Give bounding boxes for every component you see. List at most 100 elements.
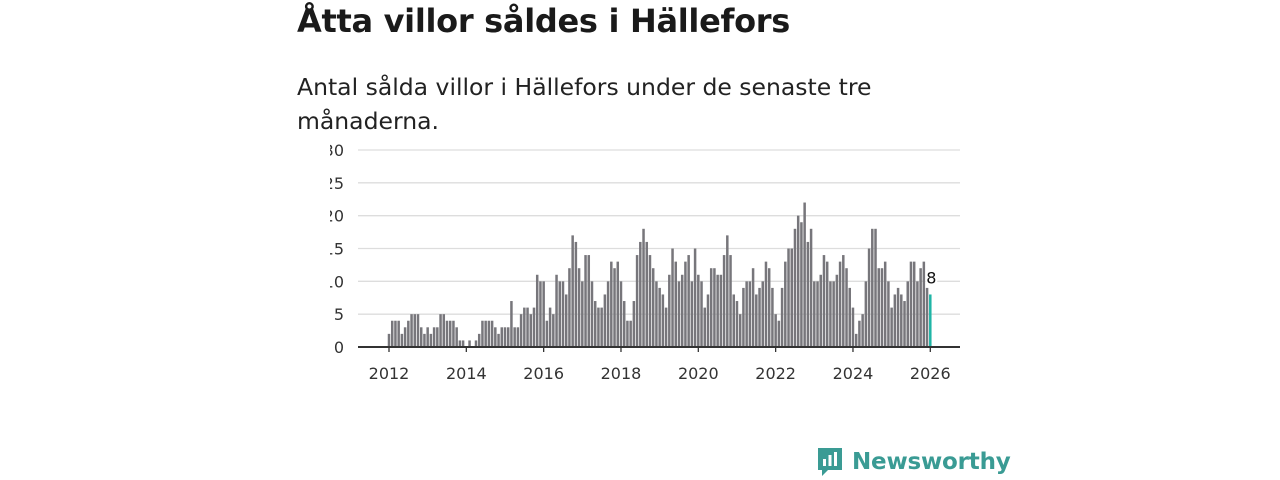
bar xyxy=(555,274,558,347)
bar xyxy=(506,327,510,347)
bars xyxy=(387,202,932,347)
bar xyxy=(394,320,397,347)
bar xyxy=(813,281,816,347)
bar xyxy=(532,307,536,347)
y-tick-label: 15 xyxy=(330,240,344,259)
bar xyxy=(484,320,487,347)
bar xyxy=(726,235,729,347)
bar xyxy=(461,340,465,347)
bar xyxy=(745,281,748,347)
x-axis-ticks: 2012 2014 2016 2018 2020 2022 2024 2026 xyxy=(369,347,951,383)
bar xyxy=(603,294,607,347)
bar xyxy=(900,294,903,347)
bar xyxy=(758,287,761,347)
bar xyxy=(790,248,793,347)
y-tick-label: 20 xyxy=(330,207,344,226)
bar xyxy=(468,340,471,347)
bar xyxy=(922,261,926,347)
bar xyxy=(774,314,777,347)
bar xyxy=(593,301,597,347)
bar xyxy=(825,261,829,347)
bar xyxy=(487,320,491,347)
bar xyxy=(880,268,884,347)
bar xyxy=(410,314,413,347)
x-tick-label: 2026 xyxy=(910,364,951,383)
bar xyxy=(664,307,668,347)
bar xyxy=(655,281,658,347)
bar xyxy=(732,294,736,347)
bar xyxy=(697,274,700,347)
bar xyxy=(436,327,439,347)
bar xyxy=(816,281,819,347)
bar xyxy=(864,281,868,347)
bar xyxy=(413,314,417,347)
bar xyxy=(909,261,913,347)
bar xyxy=(639,241,642,347)
bar xyxy=(916,281,919,347)
newsworthy-logo-text: Newsworthy xyxy=(852,449,1011,475)
bar xyxy=(529,314,533,347)
bar xyxy=(648,255,652,347)
bar xyxy=(548,307,552,347)
bar xyxy=(419,327,423,347)
bar xyxy=(709,268,713,347)
bar xyxy=(387,333,391,347)
bar xyxy=(738,314,742,347)
bar xyxy=(426,327,429,347)
bar xyxy=(632,301,636,347)
bar xyxy=(545,320,549,347)
bar xyxy=(610,261,613,347)
bar xyxy=(761,281,765,347)
bar xyxy=(777,320,781,347)
bar xyxy=(581,281,584,347)
bar xyxy=(867,248,871,347)
bar xyxy=(668,274,671,347)
bar xyxy=(539,281,542,347)
bar xyxy=(861,314,864,347)
bar xyxy=(587,255,591,347)
bar xyxy=(542,281,545,347)
bar xyxy=(703,307,707,347)
newsworthy-logo-icon xyxy=(818,448,842,476)
bar xyxy=(796,215,800,347)
bar xyxy=(771,287,774,347)
bar xyxy=(622,301,626,347)
bar xyxy=(474,340,478,347)
y-tick-label: 0 xyxy=(334,338,344,357)
bar xyxy=(690,281,694,347)
bar xyxy=(590,281,594,347)
bar xyxy=(597,307,600,347)
bar xyxy=(693,248,697,347)
bar xyxy=(535,274,539,347)
bar xyxy=(439,314,442,347)
bar xyxy=(390,320,394,347)
bar xyxy=(416,314,420,347)
bar xyxy=(842,255,845,347)
bar xyxy=(848,287,851,347)
bar xyxy=(906,281,909,347)
bar xyxy=(838,261,842,347)
bar xyxy=(645,241,649,347)
bar xyxy=(680,274,684,347)
bar xyxy=(877,268,880,347)
bar xyxy=(552,314,555,347)
bar xyxy=(822,255,826,347)
bar xyxy=(851,307,855,347)
bar xyxy=(893,294,897,347)
bar xyxy=(803,202,806,347)
bar xyxy=(684,261,687,347)
bar xyxy=(452,320,455,347)
bar xyxy=(845,268,848,347)
bar xyxy=(561,281,565,347)
bar xyxy=(784,261,787,347)
bar xyxy=(606,281,610,347)
bar xyxy=(626,320,629,347)
bar xyxy=(429,333,433,347)
bar xyxy=(497,333,500,347)
bar xyxy=(716,274,719,347)
x-tick-label: 2012 xyxy=(369,364,410,383)
bar xyxy=(713,268,716,347)
bar xyxy=(458,340,462,347)
bar xyxy=(564,294,568,347)
bar xyxy=(729,255,732,347)
